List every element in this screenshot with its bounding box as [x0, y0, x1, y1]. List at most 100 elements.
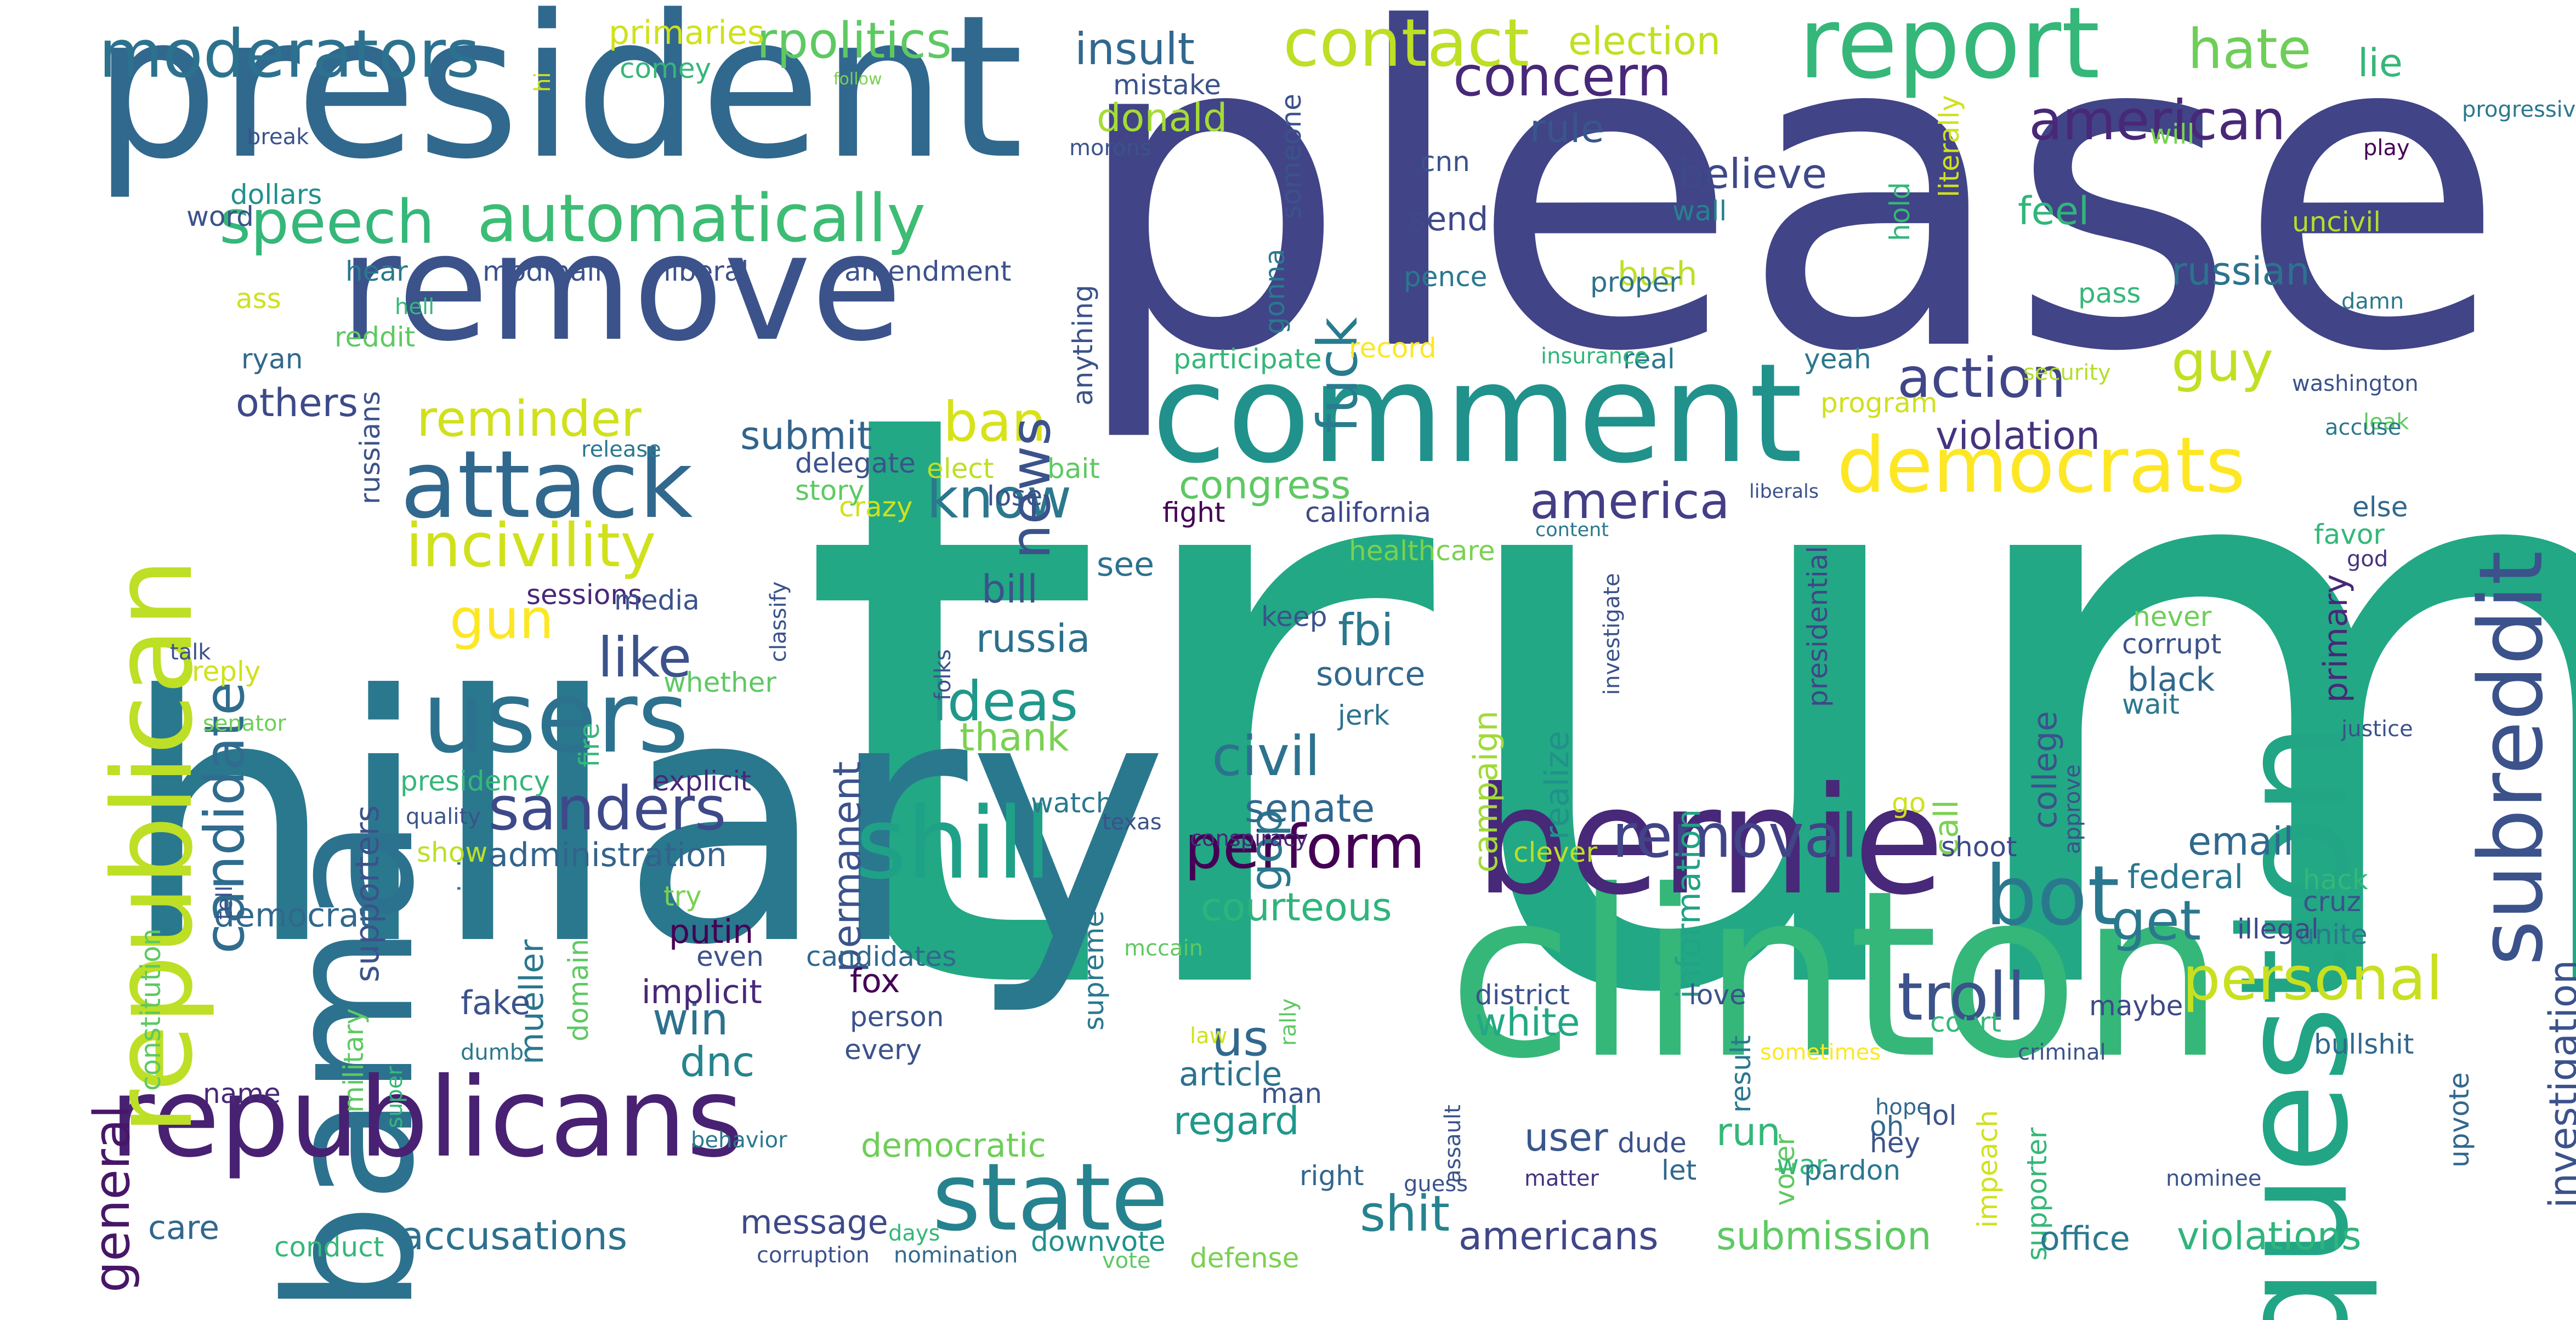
word-media: media: [614, 584, 700, 616]
word-insult: insult: [1075, 24, 1195, 75]
word-maybe: maybe: [2089, 990, 2183, 1022]
word-democrat: democrat: [214, 896, 372, 935]
word-office: office: [2040, 1220, 2130, 1258]
word-impeach: impeach: [1972, 1110, 2004, 1228]
word-user: user: [1524, 1115, 1608, 1160]
word-moderators: moderators: [99, 16, 480, 93]
word-mistake: mistake: [1113, 69, 1221, 101]
word-nominee: nominee: [2166, 1166, 2262, 1191]
word-assault: assault: [1440, 1105, 1466, 1183]
word-democratic: democratic: [861, 1126, 1046, 1165]
word-guess: guess: [1404, 1171, 1468, 1197]
word-leak: leak: [2363, 409, 2409, 435]
word-rule: rule: [1530, 106, 1604, 151]
word-bernie: bernie: [1475, 755, 1945, 928]
word-gun: gun: [450, 587, 554, 651]
word-concern: concern: [1453, 44, 1672, 109]
word-bullshit: bullshit: [2314, 1028, 2414, 1060]
word-uncivil: uncivil: [2292, 206, 2381, 238]
word-folks: folks: [930, 649, 956, 701]
word-remove: remove: [340, 201, 903, 374]
word-violations: violations: [2177, 1214, 2362, 1259]
word-morons: morons: [1069, 135, 1151, 161]
word-regard: regard: [1173, 1099, 1300, 1143]
word-shill: shill: [855, 787, 1052, 901]
word-god: god: [2347, 547, 2388, 572]
word-super: super: [382, 1066, 407, 1128]
word-days: days: [888, 1221, 940, 1246]
word-explicit: explicit: [652, 765, 751, 797]
word-someone: someone: [1275, 93, 1307, 219]
word-approve: approve: [2060, 764, 2085, 854]
word-election: election: [1568, 19, 1721, 64]
word-report: report: [1798, 0, 2100, 101]
word-else: else: [2352, 491, 2408, 523]
word-democrats: democrats: [1837, 421, 2246, 510]
word-watch: watch: [1031, 787, 1114, 819]
word-speech: speech: [219, 187, 435, 257]
word-hey: hey: [1870, 1127, 1921, 1159]
word-shoot: shoot: [1941, 831, 2017, 863]
word-hear: hear: [345, 255, 408, 287]
word-never: never: [2133, 601, 2212, 633]
word-courteous: courteous: [1201, 885, 1392, 930]
word-damn: damn: [2341, 289, 2404, 314]
word-story: story: [795, 475, 865, 507]
word-let: let: [1661, 1154, 1697, 1186]
word-will: will: [2149, 118, 2195, 150]
word-supporters: supporters: [348, 805, 387, 982]
word-result: result: [1725, 1035, 1757, 1113]
word-information: information: [1670, 809, 1708, 999]
word-texas: texas: [1102, 810, 1162, 835]
word-right: right: [1300, 1160, 1364, 1192]
word-constitution: constitution: [135, 928, 167, 1091]
word-investigation: investigation: [2541, 959, 2576, 1208]
word-bot: bot: [1985, 849, 2120, 944]
word-donald: donald: [1097, 95, 1228, 140]
word-keep: keep: [1261, 601, 1327, 633]
word-insurance: insurance: [1541, 344, 1648, 369]
word-classify: classify: [766, 581, 791, 662]
word-automatically: automatically: [477, 181, 926, 257]
word-removal: removal: [1612, 801, 1858, 871]
word-elect: elect: [927, 453, 994, 485]
word-submission: submission: [1716, 1214, 1932, 1259]
word-know: know: [927, 466, 1072, 531]
word-vote: vote: [1102, 1248, 1151, 1273]
word-clever: clever: [1513, 837, 1598, 868]
word-lose: lose: [987, 480, 1043, 512]
word-ryan: ryan: [241, 343, 303, 375]
word-hope: hope: [1875, 1095, 1930, 1120]
word-hold: hold: [1884, 182, 1916, 241]
word-sanders: sanders: [488, 773, 727, 844]
word-jerk: jerk: [1338, 699, 1390, 731]
word-personal: personal: [2182, 943, 2443, 1014]
word-send: send: [1409, 200, 1489, 238]
word-general: general: [83, 1105, 141, 1293]
word-presidential: presidential: [1802, 545, 1834, 707]
word-dude: dude: [1618, 1127, 1687, 1159]
word-get: get: [2111, 889, 2201, 953]
word-program: program: [1820, 387, 1938, 419]
word-senator: senator: [203, 711, 286, 736]
word-dollars: dollars: [230, 179, 322, 210]
word-security: security: [2023, 360, 2111, 385]
word-hi: hi: [530, 72, 555, 92]
word-hillary: hillary: [121, 624, 1169, 1020]
word-us: us: [1212, 1010, 1269, 1067]
word-person: person: [850, 1001, 944, 1033]
word-wait: wait: [2122, 689, 2180, 720]
word-even: even: [696, 941, 764, 972]
word-hack: hack: [2303, 864, 2368, 896]
word-unite: unite: [2297, 919, 2368, 951]
word-military: military: [338, 1008, 370, 1113]
word-crazy: crazy: [839, 491, 913, 523]
word-believe: believe: [1678, 150, 1828, 198]
word-wall: wall: [1672, 195, 1727, 227]
word-progressive: progressive: [2462, 97, 2576, 122]
word-american: american: [2029, 88, 2286, 152]
word-americans: americans: [1459, 1214, 1659, 1259]
word-follow: follow: [833, 70, 882, 89]
word-literally: literally: [1933, 95, 1965, 197]
